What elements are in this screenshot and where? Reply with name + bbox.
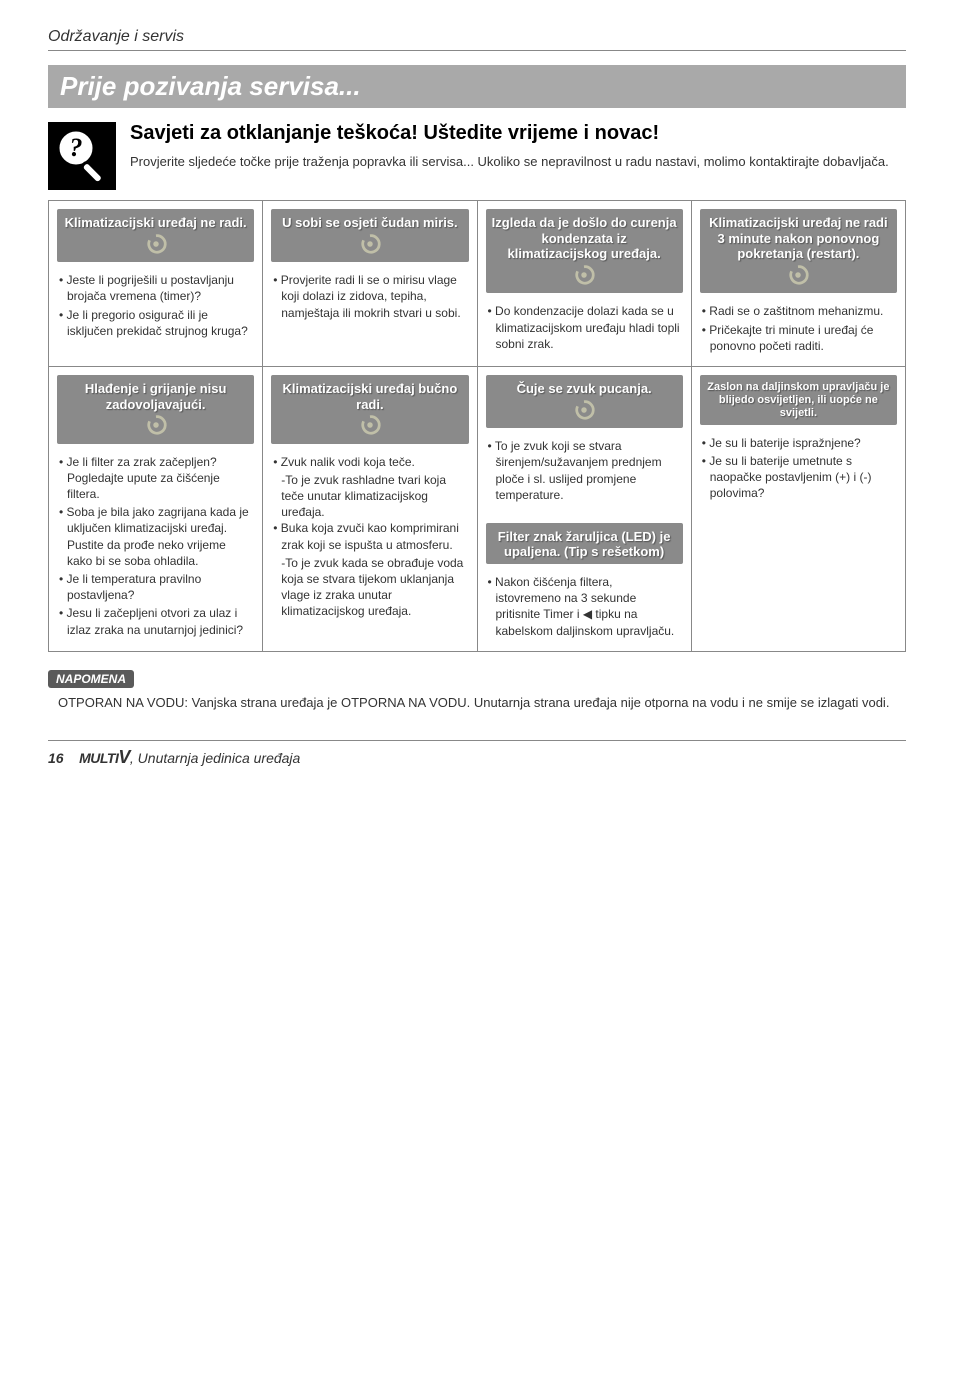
swirl-icon <box>63 233 248 259</box>
swirl-icon <box>706 264 891 290</box>
svg-text:?: ? <box>70 133 83 162</box>
subtitle: Savjeti za otklanjanje teškoća! Uštedite… <box>130 122 906 145</box>
list-item: Zvuk nalik vodi koja teče. <box>273 454 466 470</box>
list-item: Nakon čišćenja filtera, istovremeno na 3… <box>488 574 681 639</box>
issue-header: Klimatizacijski uređaj bučno radi. <box>271 375 468 444</box>
issue-header-text: Klimatizacijski uređaj bučno radi. <box>282 381 457 412</box>
issue-header: Filter znak žaruljica (LED) je upaljena.… <box>486 523 683 564</box>
issue-header-text: Čuje se zvuk pucanja. <box>517 381 652 396</box>
issue-body: Jeste li pogriješili u postavljanju broj… <box>49 270 262 351</box>
swirl-icon <box>277 414 462 440</box>
intro-text: Provjerite sljedeće točke prije traženja… <box>130 153 906 171</box>
list-item: Radi se o zaštitnom mehanizmu. <box>702 303 895 319</box>
issue-header: Hlađenje i grijanje nisu zadovoljavajući… <box>57 375 254 444</box>
issue-body: Provjerite radi li se o mirisu vlage koj… <box>263 270 476 333</box>
issue-header: Izgleda da je došlo do curenja kondenzat… <box>486 209 683 293</box>
swirl-icon <box>277 233 462 259</box>
breadcrumb: Održavanje i servis <box>48 28 906 51</box>
swirl-icon <box>492 264 677 290</box>
swirl-icon <box>63 414 248 440</box>
list-item: Jesu li začepljeni otvori za ulaz i izla… <box>59 605 252 637</box>
list-item: Soba je bila jako zagrijana kada je uklj… <box>59 504 252 569</box>
issue-body: Do kondenzacije dolazi kada se u klimati… <box>478 301 691 364</box>
list-item: Jeste li pogriješili u postavljanju broj… <box>59 272 252 304</box>
issue-body: Zvuk nalik vodi koja teče. -To je zvuk ra… <box>263 452 476 630</box>
list-item: Je li filter za zrak začepljen? Pogledaj… <box>59 454 252 503</box>
issue-header: Zaslon na daljinskom upravljaču je blije… <box>700 375 897 425</box>
note-rest: Vanjska strana uređaja je OTPORNA NA VOD… <box>192 695 890 710</box>
list-item: Do kondenzacije dolazi kada se u klimati… <box>488 303 681 352</box>
issue-body: Je li filter za zrak začepljen? Pogledaj… <box>49 452 262 650</box>
issue-body: To je zvuk koji se stvara širenjem/sužav… <box>478 436 691 515</box>
list-item: To je zvuk koji se stvara širenjem/sužav… <box>488 438 681 503</box>
issue-body: Radi se o zaštitnom mehanizmu. Pričekajte… <box>692 301 905 366</box>
issue-header: U sobi se osjeti čudan miris. <box>271 209 468 262</box>
list-item: Je su li baterije umetnute s naopačke po… <box>702 453 895 502</box>
list-item: Buka koja zvuči kao komprimirani zrak ko… <box>273 520 466 552</box>
issue-header-text: Izgleda da je došlo do curenja kondenzat… <box>492 215 677 261</box>
issue-header: Klimatizacijski uređaj ne radi 3 minute … <box>700 209 897 293</box>
note-lead: OTPORAN NA VODU: <box>58 695 192 710</box>
footer-comma: , <box>130 750 138 766</box>
issue-body: Nakon čišćenja filtera, istovremeno na 3… <box>478 572 691 651</box>
issue-header: Klimatizacijski uređaj ne radi. <box>57 209 254 262</box>
issue-header-text: Klimatizacijski uređaj ne radi. <box>65 215 247 230</box>
list-item: Je li temperatura pravilno postavljena? <box>59 571 252 603</box>
logo-multi: MULTI <box>79 750 118 766</box>
list-item-sub: -To je zvuk rashladne tvari koja teče un… <box>273 472 466 521</box>
list-item: Je li pregorio osigurač ili je isključen… <box>59 307 252 339</box>
magnify-question-icon: ? <box>48 122 116 190</box>
note-badge: NAPOMENA <box>48 670 134 688</box>
note-text: OTPORAN NA VODU: Vanjska strana uređaja … <box>48 694 906 712</box>
list-item: Je su li baterije ispražnjene? <box>702 435 895 451</box>
issue-header: Čuje se zvuk pucanja. <box>486 375 683 428</box>
logo-v: V <box>118 747 130 767</box>
issue-header-text: Filter znak žaruljica (LED) je upaljena.… <box>498 529 671 560</box>
page-number: 16 <box>48 750 64 766</box>
section-title-bar: Prije pozivanja servisa... <box>48 65 906 108</box>
issue-body: Je su li baterije ispražnjene? Je su li b… <box>692 433 905 514</box>
footer: 16 MULTIV, Unutarnja jedinica uređaja <box>48 740 906 768</box>
list-item: Provjerite radi li se o mirisu vlage koj… <box>273 272 466 321</box>
footer-tail: Unutarnja jedinica uređaja <box>138 750 301 766</box>
issue-header-text: Zaslon na daljinskom upravljaču je blije… <box>707 381 889 419</box>
troubleshooting-table: Klimatizacijski uređaj ne radi. Jeste li… <box>48 200 906 652</box>
list-item-sub: -To je zvuk kada se obrađuje voda koja s… <box>273 555 466 620</box>
issue-header-text: Klimatizacijski uređaj ne radi 3 minute … <box>709 215 887 261</box>
issue-header-text: U sobi se osjeti čudan miris. <box>282 215 458 230</box>
swirl-icon <box>492 399 677 425</box>
list-item: Pričekajte tri minute i uređaj će ponovn… <box>702 322 895 354</box>
section-title: Prije pozivanja servisa... <box>48 65 906 108</box>
issue-header-text: Hlađenje i grijanje nisu zadovoljavajući… <box>85 381 227 412</box>
